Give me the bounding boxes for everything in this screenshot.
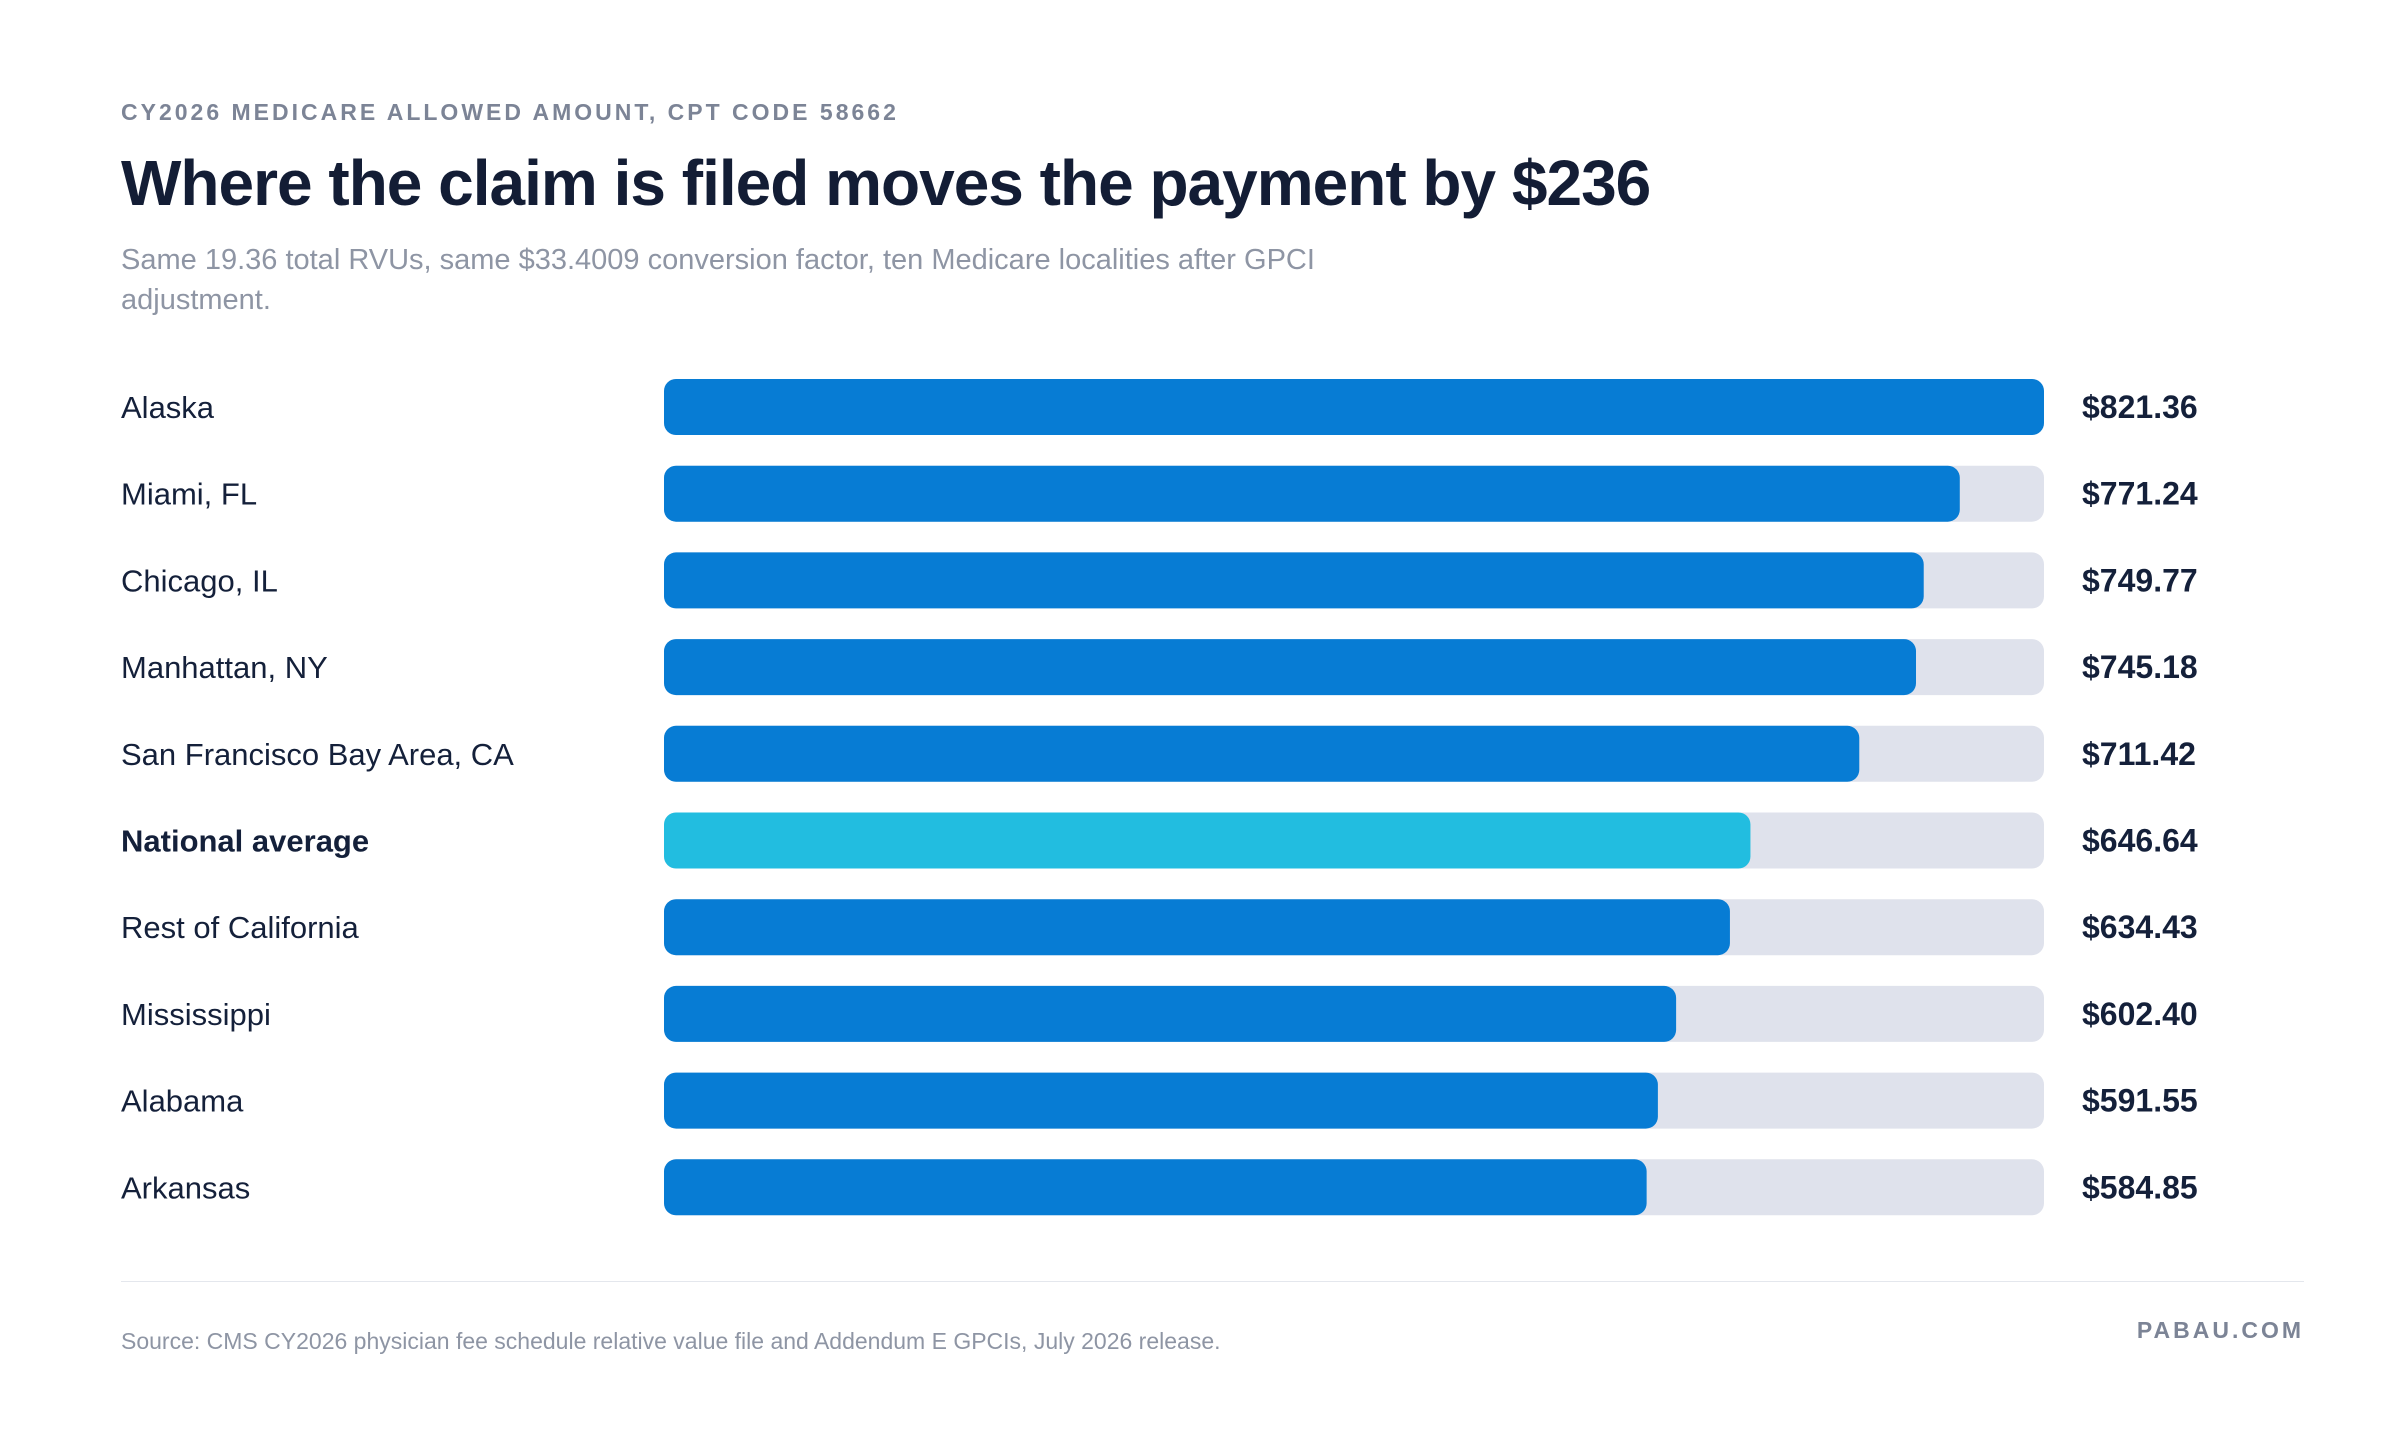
bar-chart: Alaska $821.36 Miami, FL $771.24 Chicago, IL… [121, 379, 2198, 1216]
bar [664, 1072, 1658, 1129]
chart-eyebrow: CY2026 MEDICARE ALLOWED AMOUNT, CPT CODE… [121, 99, 899, 125]
brand-mark: PABAU.COM [2136, 1317, 2304, 1343]
bar [664, 899, 1730, 956]
bar [664, 552, 1924, 609]
chart-subtitle: Same 19.36 total RVUs, same $33.4009 con… [121, 244, 1315, 316]
category-label: San Francisco Bay Area, CA [121, 737, 514, 772]
category-label: Arkansas [121, 1170, 250, 1205]
value-label: $591.55 [2082, 1083, 2198, 1119]
bar [664, 725, 1860, 782]
category-label: National average [121, 824, 369, 859]
category-label: Rest of California [121, 910, 360, 945]
value-label: $821.36 [2082, 389, 2198, 425]
value-label: $711.42 [2082, 736, 2196, 772]
category-label: Alaska [121, 390, 215, 425]
bar-highlight [664, 812, 1751, 869]
chart-title: Where the claim is filed moves the payme… [121, 147, 1651, 219]
value-label: $745.18 [2082, 649, 2198, 685]
value-label: $749.77 [2082, 562, 2198, 598]
category-label: Alabama [121, 1084, 244, 1119]
bar [664, 639, 1917, 696]
value-label: $634.43 [2082, 909, 2198, 945]
value-label: $646.64 [2082, 823, 2198, 859]
category-label: Mississippi [121, 997, 271, 1032]
value-label: $584.85 [2082, 1169, 2198, 1205]
bar [664, 379, 2044, 435]
value-label: $602.40 [2082, 996, 2198, 1032]
value-label: $771.24 [2082, 476, 2198, 512]
bar [664, 1159, 1647, 1216]
bar [664, 465, 1960, 522]
footer-divider [121, 1281, 2304, 1282]
category-label: Chicago, IL [121, 563, 278, 598]
source-note: Source: CMS CY2026 physician fee schedul… [121, 1328, 1221, 1354]
category-label: Miami, FL [121, 477, 257, 512]
bar [664, 985, 1677, 1042]
category-label: Manhattan, NY [121, 650, 328, 685]
